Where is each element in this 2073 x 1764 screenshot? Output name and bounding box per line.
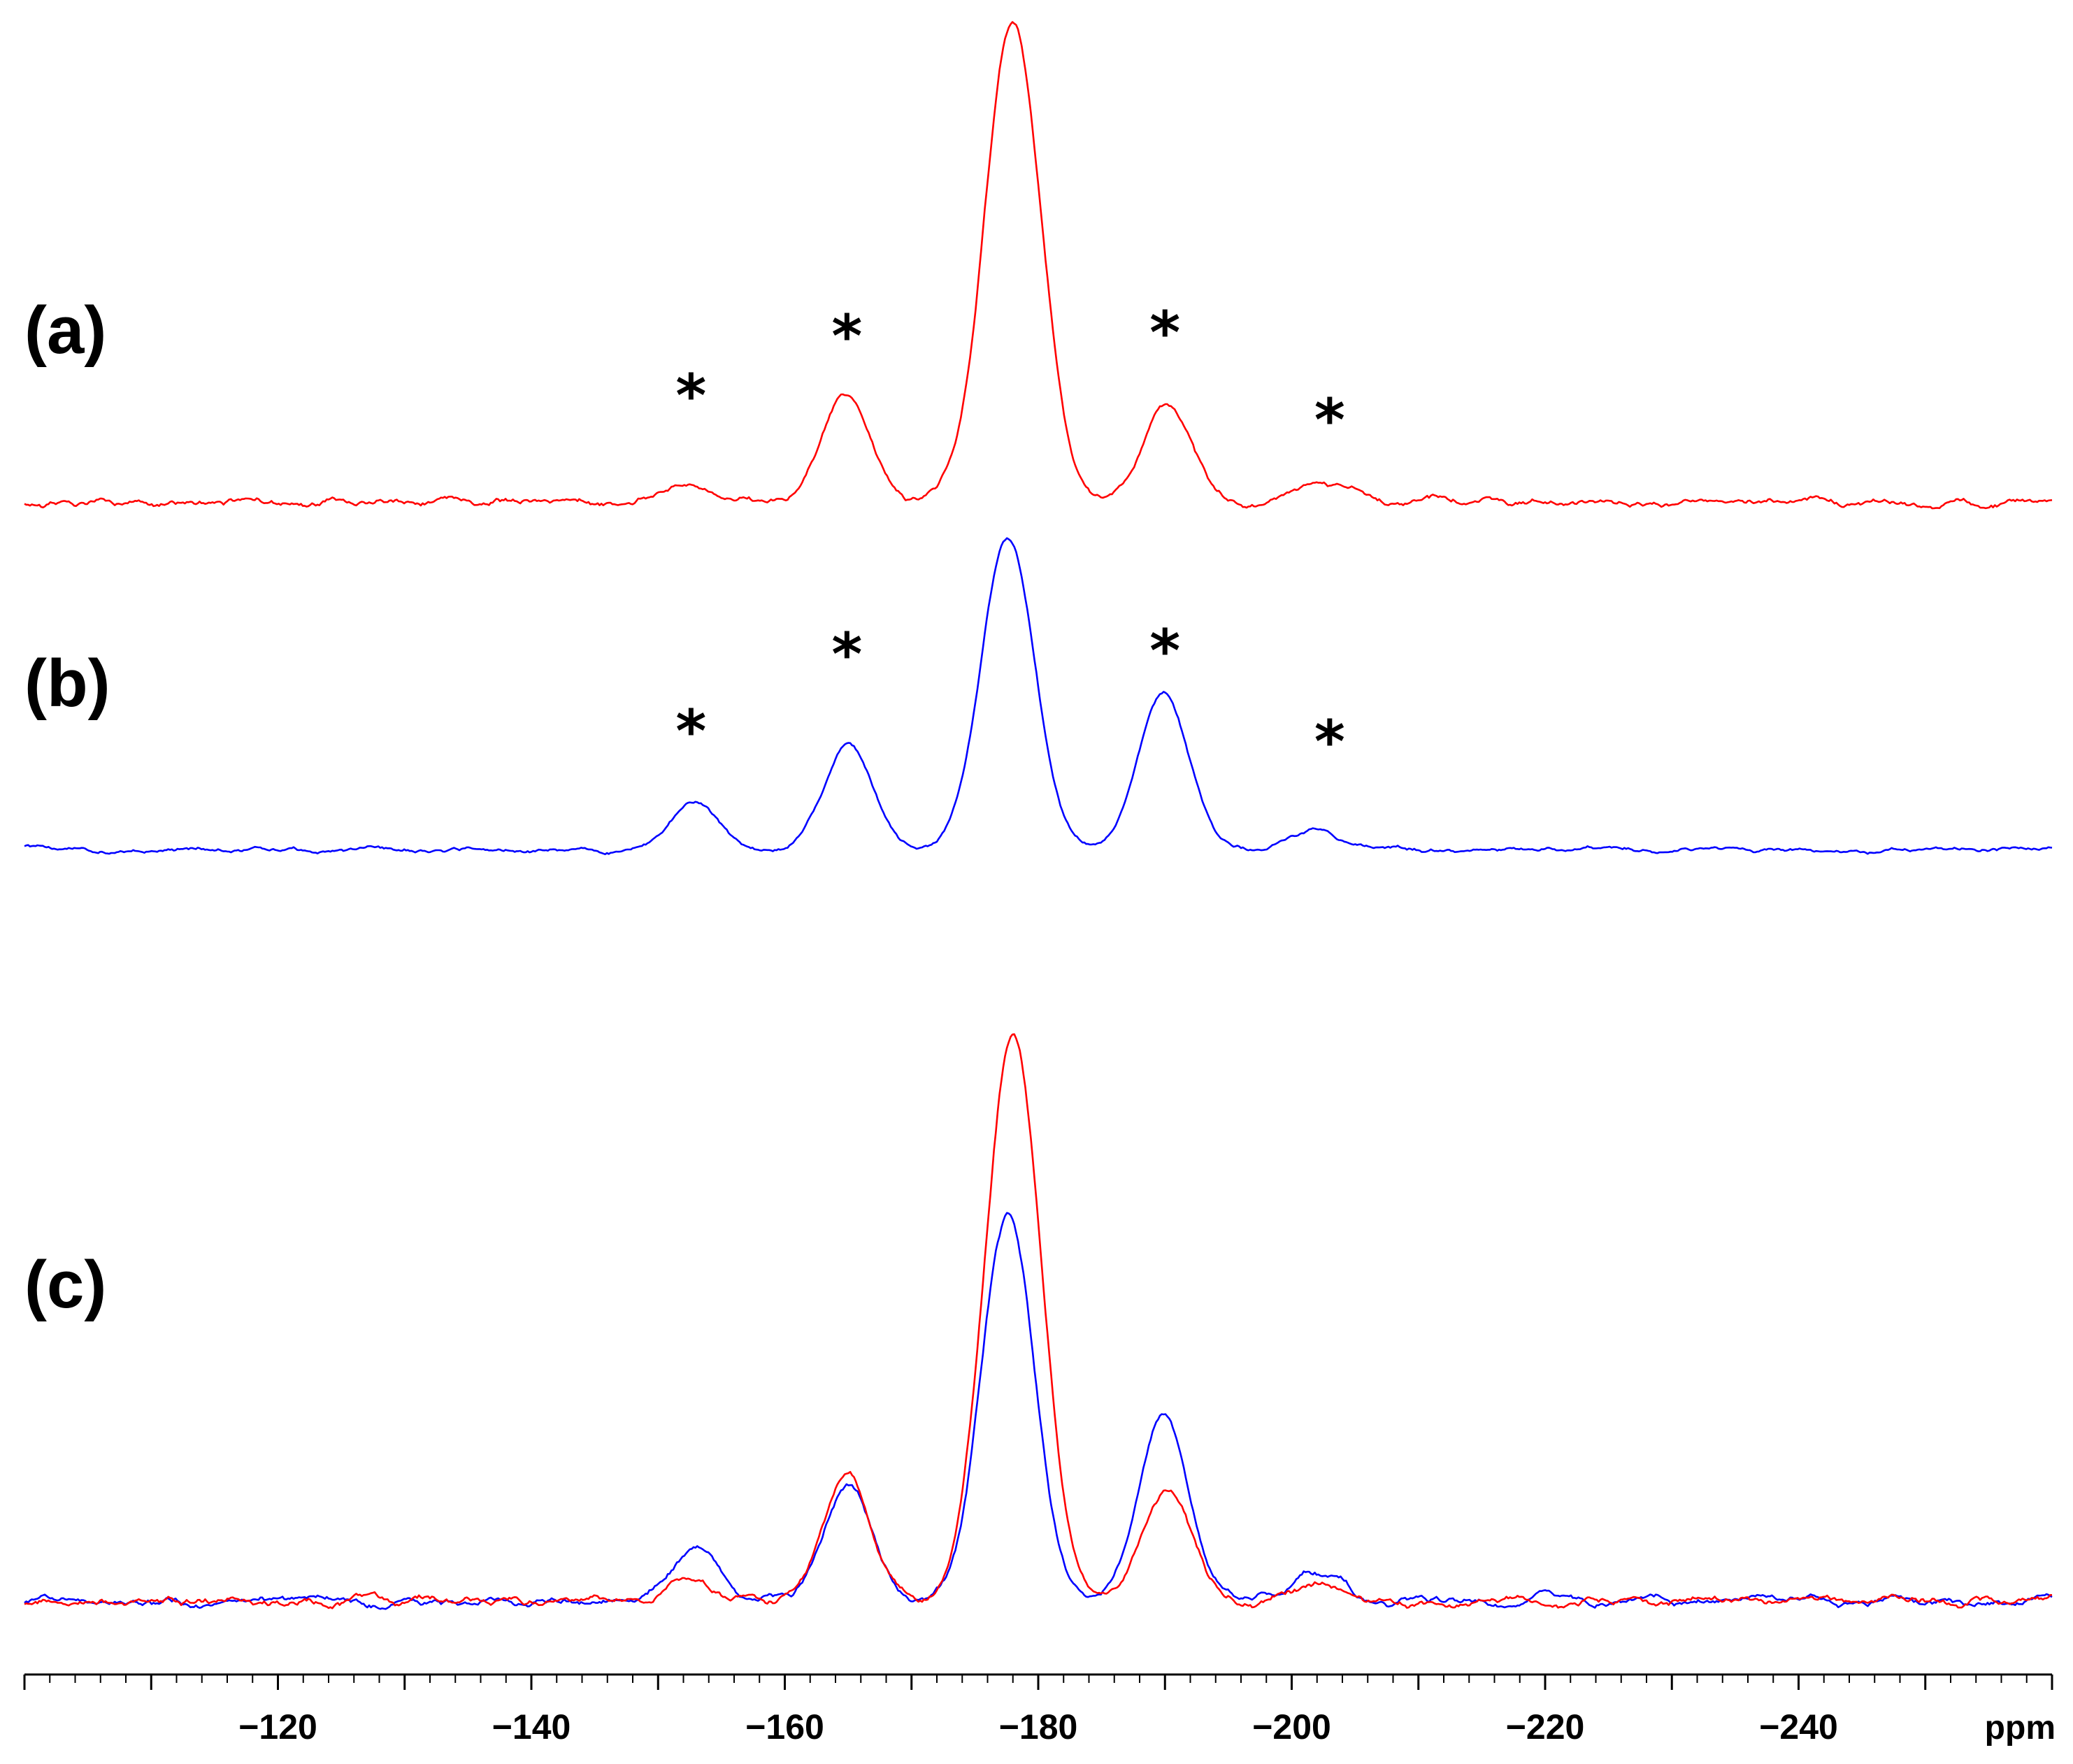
x-tick-label: −180 [999,1707,1078,1747]
spectrum-line-c-red [24,1033,2052,1609]
sideband-asterisk: * [1149,617,1180,685]
sideband-asterisk: * [831,302,862,371]
panel-label-c: (c) [24,1247,106,1322]
panel-labels-layer: (a) (b) (c) [24,293,110,1322]
sideband-asterisk: * [831,620,862,689]
x-tick-label: −140 [492,1707,571,1747]
peak-annotations-layer: * * * * * * * * [675,299,1344,776]
sideband-asterisk: * [1314,386,1345,454]
x-tick-label: −240 [1759,1707,1838,1747]
sideband-asterisk: * [1149,299,1180,367]
spectrum-line-c-blue [24,1212,2053,1610]
spectrum-panel-c [24,1033,2053,1610]
x-tick-label: −160 [745,1707,824,1747]
x-axis: −120 −140 −160 −180 −200 −220 −240 ppm [23,1673,2056,1747]
spectrum-line-b-blue [24,537,2053,856]
panel-label-a: (a) [24,293,106,368]
x-tick-label: −220 [1506,1707,1585,1747]
sideband-asterisk: * [675,697,706,766]
x-tick-label: −120 [238,1707,317,1747]
x-tick-label: −200 [1252,1707,1331,1747]
spectrum-panel-a [24,21,2053,510]
panel-label-b: (b) [24,646,110,721]
sideband-asterisk: * [675,361,706,430]
spectra-layer [24,21,2053,1610]
sideband-asterisk: * [1314,708,1345,776]
x-axis-unit-label: ppm [1985,1709,2056,1747]
spectrum-panel-b [24,537,2053,856]
spectrum-line-a-red [24,21,2053,510]
